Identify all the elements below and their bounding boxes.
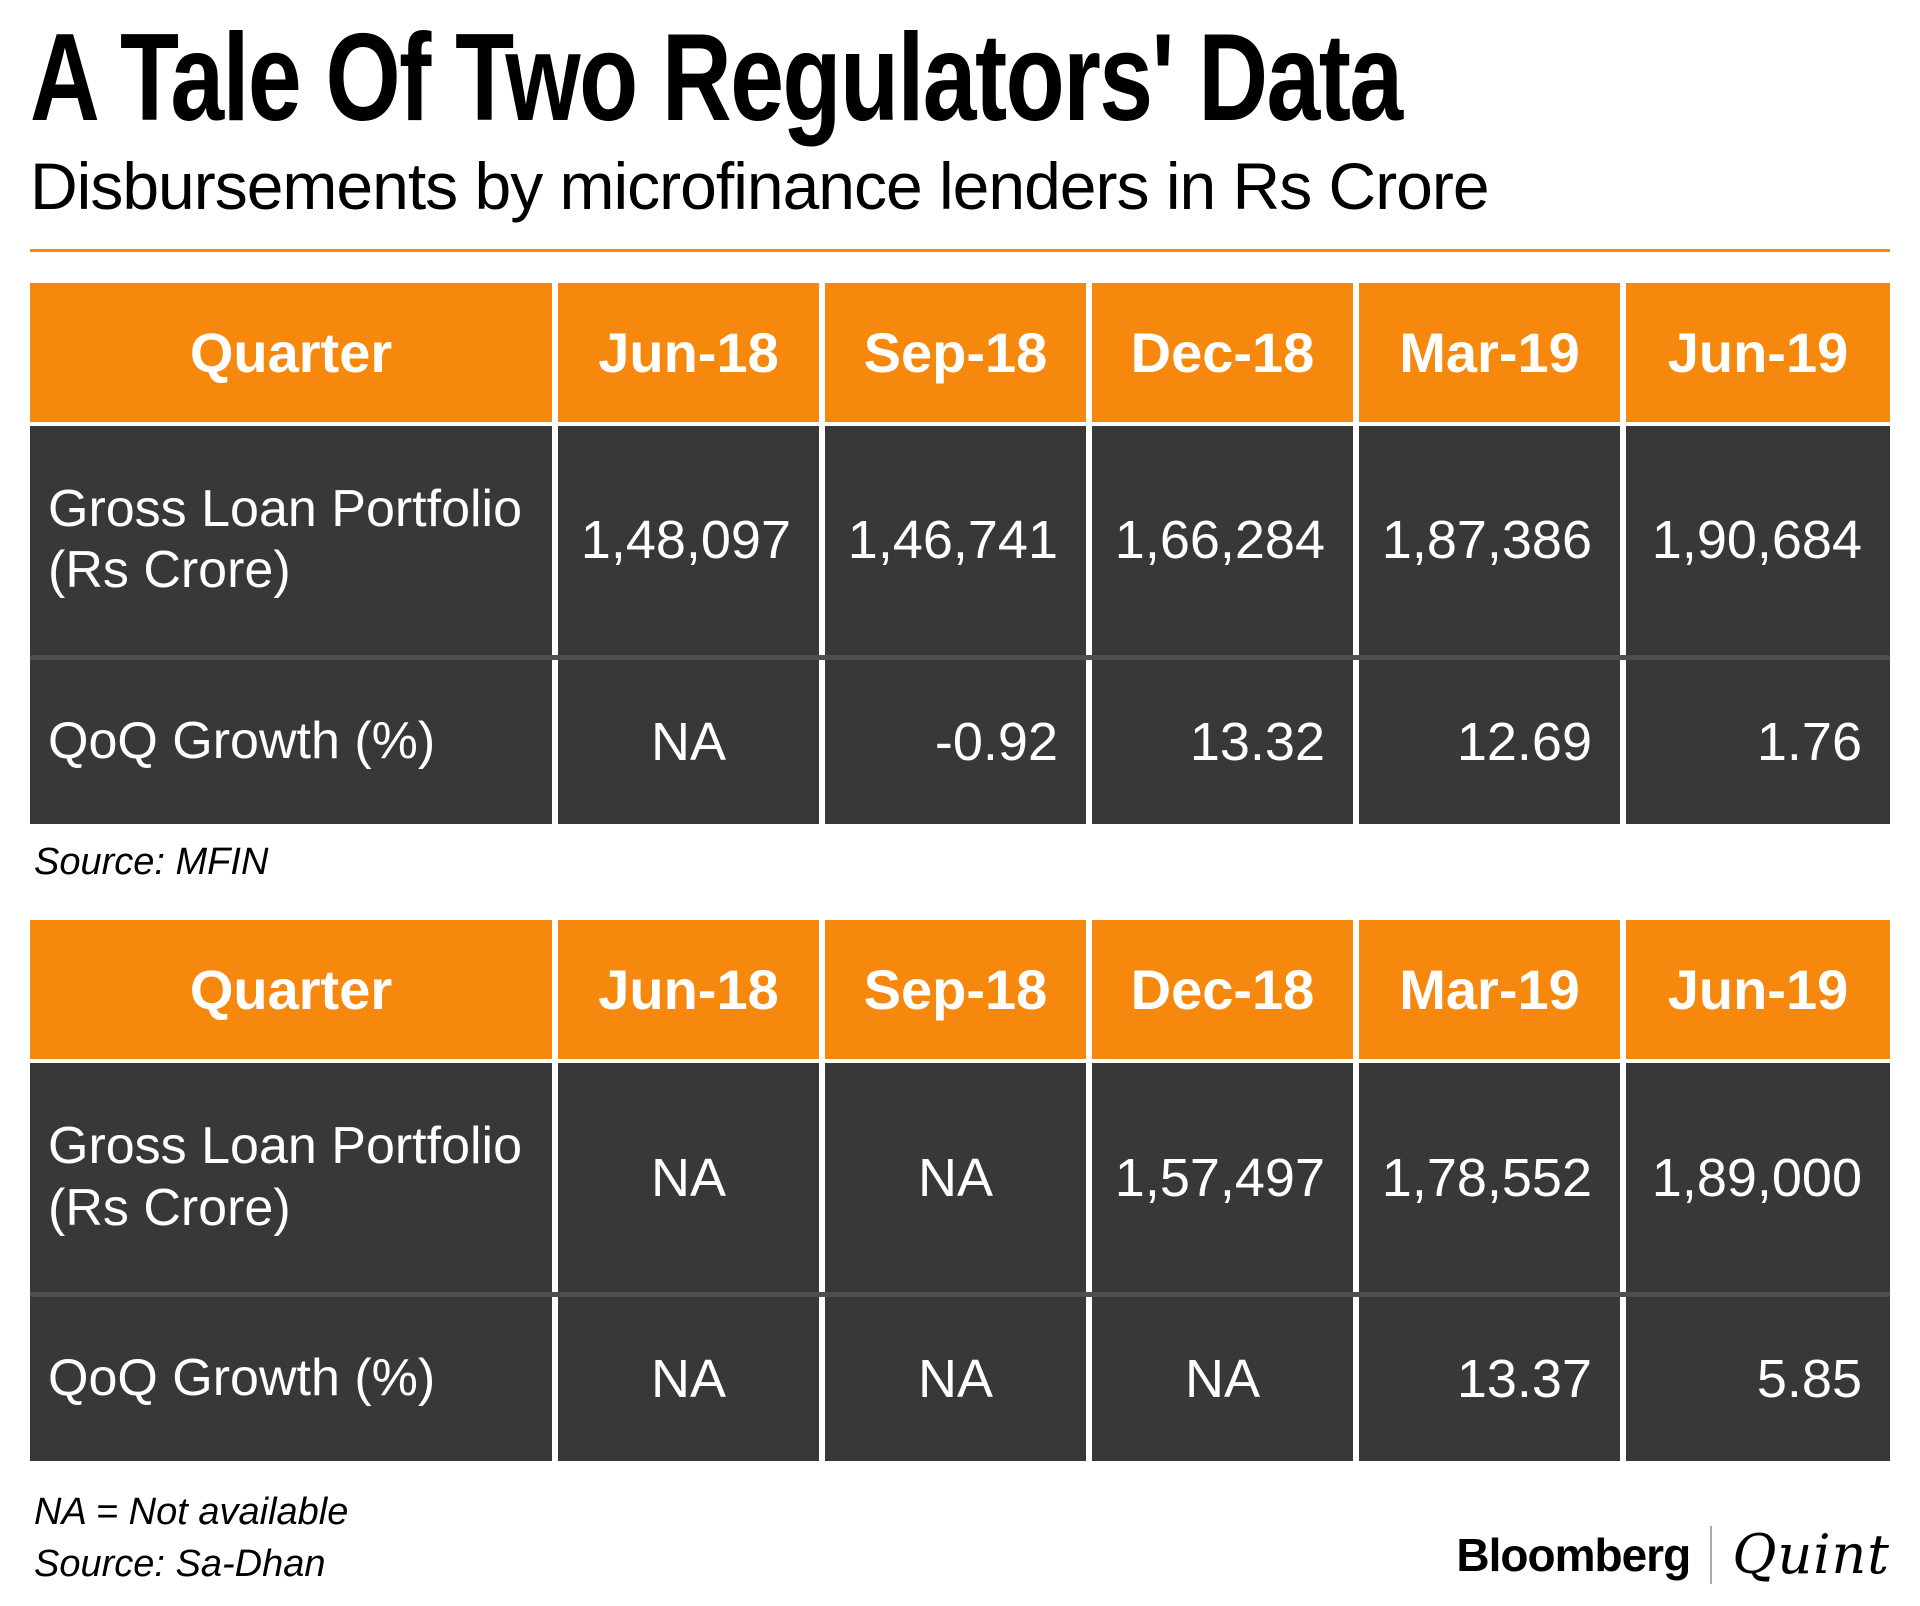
cell-value: 13.37 [1359,1297,1620,1462]
cell-value: 1.76 [1626,659,1890,824]
bloomberg-wordmark: Bloomberg [1456,1528,1691,1581]
row-label: QoQ Growth (%) [30,1297,552,1462]
cell-value: 12.69 [1359,659,1620,824]
cell-value: 1,78,552 [1359,1063,1620,1293]
table-row-gross-loan-portfolio: Gross Loan Portfolio (Rs Crore) 1,48,097… [30,425,1890,655]
footer: NA = Not available Source: Sa-Dhan Bloom… [30,1487,1890,1590]
na-note: NA = Not available [34,1491,349,1534]
table-mfin-header-row: Quarter Jun-18 Sep-18 Dec-18 Mar-19 Jun-… [30,282,1890,422]
row-divider [30,1292,1890,1298]
column-header-quarter: Quarter [30,282,552,422]
table-mfin: Quarter Jun-18 Sep-18 Dec-18 Mar-19 Jun-… [30,282,1890,824]
cell-value: 13.32 [1092,659,1353,824]
cell-value: 1,57,497 [1092,1063,1353,1293]
row-label: Gross Loan Portfolio (Rs Crore) [30,425,552,655]
source-note-mfin: Source: MFIN [34,840,269,883]
table-sadhan: Quarter Jun-18 Sep-18 Dec-18 Mar-19 Jun-… [30,920,1890,1462]
cell-value: NA [558,1063,819,1293]
cell-value: 5.85 [1626,1297,1890,1462]
cell-value: NA [558,1297,819,1462]
logo-divider [1710,1525,1713,1584]
row-label: QoQ Growth (%) [30,659,552,824]
column-header-jun18: Jun-18 [558,282,819,422]
column-header-mar19: Mar-19 [1359,920,1620,1060]
table-row-qoq-growth: QoQ Growth (%) NA NA NA 13.37 5.85 [30,1297,1890,1462]
column-header-sep18: Sep-18 [825,282,1086,422]
page-title: A Tale Of Two Regulators' Data [30,9,1403,147]
cell-value: -0.92 [825,659,1086,824]
page-subtitle: Disbursements by microfinance lenders in… [30,148,1490,223]
source-note-sadhan: Source: Sa-Dhan [34,1542,326,1585]
accent-rule [30,248,1890,252]
column-header-quarter: Quarter [30,920,552,1060]
cell-value: 1,46,741 [825,425,1086,655]
column-header-mar19: Mar-19 [1359,282,1620,422]
table-sadhan-header-row: Quarter Jun-18 Sep-18 Dec-18 Mar-19 Jun-… [30,920,1890,1060]
column-header-dec18: Dec-18 [1092,282,1353,422]
column-header-jun19: Jun-19 [1626,282,1890,422]
cell-value: 1,89,000 [1626,1063,1890,1293]
column-header-jun18: Jun-18 [558,920,819,1060]
row-divider [30,654,1890,660]
cell-value: 1,90,684 [1626,425,1890,655]
bloomberg-quint-logo: Bloomberg Quint [1456,1523,1890,1590]
column-header-sep18: Sep-18 [825,920,1086,1060]
footnotes: NA = Not available Source: Sa-Dhan [30,1487,348,1590]
cell-value: NA [1092,1297,1353,1462]
column-header-jun19: Jun-19 [1626,920,1890,1060]
cell-value: 1,87,386 [1359,425,1620,655]
cell-value: NA [825,1063,1086,1293]
row-label: Gross Loan Portfolio (Rs Crore) [30,1063,552,1293]
quint-wordmark: Quint [1732,1523,1890,1587]
table-row-qoq-growth: QoQ Growth (%) NA -0.92 13.32 12.69 1.76 [30,659,1890,824]
cell-value: NA [825,1297,1086,1462]
cell-value: NA [558,659,819,824]
column-header-dec18: Dec-18 [1092,920,1353,1060]
cell-value: 1,48,097 [558,425,819,655]
table-row-gross-loan-portfolio: Gross Loan Portfolio (Rs Crore) NA NA 1,… [30,1063,1890,1293]
cell-value: 1,66,284 [1092,425,1353,655]
